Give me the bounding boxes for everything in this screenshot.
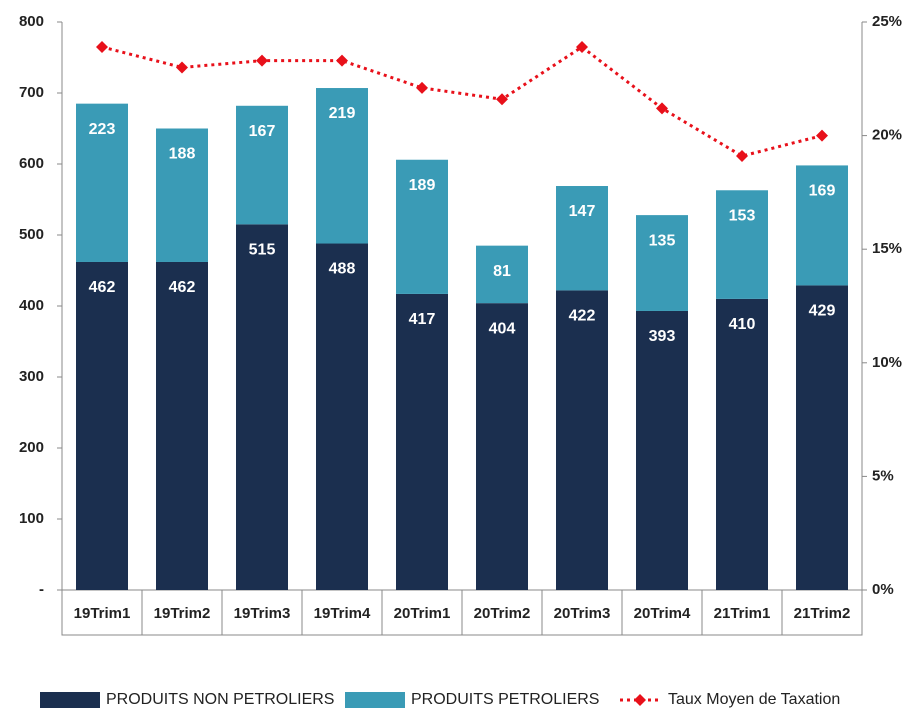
y-tick-label: 500	[19, 226, 44, 243]
line-marker	[416, 81, 428, 94]
bar	[476, 245, 528, 304]
data-label: 135	[649, 232, 676, 249]
line	[101, 45, 823, 158]
data-label: 393	[649, 328, 676, 345]
legend-marker	[634, 694, 646, 706]
bar	[236, 105, 288, 225]
x-tick-label: 19Trim1	[74, 605, 131, 622]
y2-tick-label: 5%	[872, 467, 894, 484]
legend-label: Taux Moyen de Taxation	[668, 691, 840, 708]
legend-label: PRODUITS PETROLIERS	[411, 691, 599, 708]
line-marker	[816, 129, 828, 142]
y2-tick-label: 20%	[872, 127, 902, 144]
data-label: 153	[729, 207, 756, 224]
legend-swatch	[40, 692, 100, 708]
legend-label: PRODUITS NON PETROLIERS	[106, 691, 334, 708]
bar	[796, 285, 848, 590]
y-tick-label: 200	[19, 439, 44, 456]
bar	[316, 243, 368, 590]
x-tick-label: 19Trim4	[314, 605, 371, 622]
y-tick-label: 800	[19, 13, 44, 30]
line-marker	[496, 93, 508, 106]
line-marker	[736, 150, 748, 163]
bar	[796, 165, 848, 286]
bar	[716, 298, 768, 590]
legend-swatch	[345, 692, 405, 708]
bar	[636, 310, 688, 590]
data-label: 81	[493, 263, 511, 280]
y-tick-label: -	[39, 581, 44, 598]
line-marker	[576, 40, 588, 53]
y-tick-label: 400	[19, 297, 44, 314]
y2-tick-label: 0%	[872, 581, 894, 598]
bar	[636, 215, 688, 311]
bar	[556, 186, 608, 291]
bar	[716, 190, 768, 299]
y2-tick-label: 10%	[872, 354, 902, 371]
x-tick-label: 21Trim1	[714, 605, 771, 622]
line-marker	[176, 61, 188, 74]
data-label: 422	[569, 308, 596, 325]
y-tick-label: 700	[19, 84, 44, 101]
line-marker	[336, 54, 348, 67]
bar	[316, 88, 368, 244]
data-label: 410	[729, 316, 756, 333]
data-label: 515	[249, 242, 276, 259]
data-label: 147	[569, 203, 596, 220]
data-label: 404	[489, 320, 516, 337]
x-tick-label: 20Trim4	[634, 605, 691, 622]
data-label: 219	[329, 105, 356, 122]
data-label: 488	[329, 261, 356, 278]
bar	[396, 293, 448, 590]
x-tick-label: 21Trim2	[794, 605, 851, 622]
x-tick-label: 20Trim2	[474, 605, 531, 622]
data-label: 417	[409, 311, 436, 328]
data-label: 429	[809, 303, 836, 320]
y-tick-label: 300	[19, 368, 44, 385]
data-label: 188	[169, 146, 196, 163]
x-tick-label: 19Trim2	[154, 605, 211, 622]
data-label: 462	[169, 279, 196, 296]
y2-tick-label: 15%	[872, 240, 902, 257]
data-label: 169	[809, 183, 836, 200]
y2-tick-label: 25%	[872, 13, 902, 30]
x-tick-label: 19Trim3	[234, 605, 291, 622]
line-marker	[256, 54, 268, 67]
bar	[156, 128, 208, 262]
bar	[556, 290, 608, 590]
bar	[236, 224, 288, 590]
bar	[76, 261, 128, 590]
bar	[396, 159, 448, 294]
x-tick-label: 20Trim3	[554, 605, 611, 622]
y-tick-label: 100	[19, 510, 44, 527]
bar	[76, 103, 128, 262]
y-tick-label: 600	[19, 155, 44, 172]
data-label: 223	[89, 121, 116, 138]
data-label: 167	[249, 123, 276, 140]
x-tick-label: 20Trim1	[394, 605, 451, 622]
data-label: 462	[89, 279, 116, 296]
line-marker	[96, 40, 108, 53]
bar	[476, 303, 528, 590]
data-label: 189	[409, 177, 436, 194]
bar	[156, 261, 208, 590]
line-marker	[656, 102, 668, 115]
